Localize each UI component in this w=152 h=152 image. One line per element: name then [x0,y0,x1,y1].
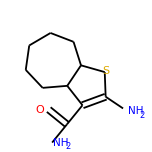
Text: NH: NH [53,138,69,148]
Text: 2: 2 [65,142,70,151]
Text: NH: NH [128,106,143,116]
Text: 2: 2 [139,111,145,120]
Text: S: S [102,66,109,76]
Text: O: O [36,105,44,115]
